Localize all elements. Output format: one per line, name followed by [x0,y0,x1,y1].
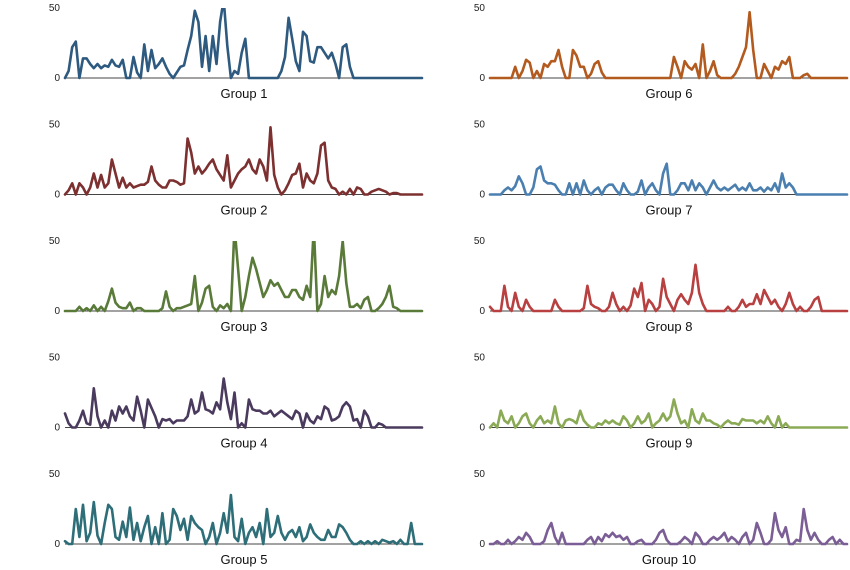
panel-group-1: 0 50 Group 1 [49,3,424,101]
panel-title: Group 7 [646,203,693,218]
panel-title: Group 3 [221,319,268,334]
series-line [488,507,849,546]
y-tick-label: 0 [54,306,60,317]
series-line [488,162,849,196]
series-line [63,241,424,313]
y-tick-label: 0 [479,539,485,550]
panel-group-3: 0 50 Group 3 [49,236,424,334]
panel-title: Group 8 [646,319,693,334]
y-tick-label: 0 [479,73,485,84]
y-tick-label: 50 [49,120,61,131]
series-line [488,398,849,429]
panel-group-2: 0 50 Group 2 [49,120,424,218]
y-tick-label: 50 [474,120,486,131]
y-tick-label: 50 [474,236,486,247]
y-tick-label: 0 [479,423,485,434]
panel-title: Group 6 [646,86,693,101]
y-tick-label: 50 [474,469,486,480]
panel-title: Group 2 [221,203,268,218]
series-line [63,377,424,429]
y-tick-label: 50 [474,3,486,14]
series-line [63,126,424,196]
panel-group-7: 0 50 Group 7 [474,120,849,218]
series-line [63,493,424,546]
panel-title: Group 5 [221,552,268,567]
series-line [63,8,424,80]
panel-title: Group 1 [221,86,268,101]
panel-title: Group 9 [646,436,693,451]
panel-group-9: 0 50 Group 9 [474,353,849,451]
y-tick-label: 50 [49,236,61,247]
series-line [488,10,849,80]
panel-title: Group 4 [221,436,268,451]
series-line [488,263,849,313]
y-tick-label: 50 [49,353,61,364]
panel-group-5: 0 50 Group 5 [49,469,424,567]
y-tick-label: 0 [54,423,60,434]
y-tick-label: 50 [49,3,61,14]
panel-group-8: 0 50 Group 8 [474,236,849,334]
panel-group-4: 0 50 Group 4 [49,353,424,451]
y-tick-label: 0 [54,539,60,550]
y-tick-label: 0 [479,190,485,201]
y-tick-label: 50 [49,469,61,480]
panel-title: Group 10 [642,552,696,567]
y-tick-label: 0 [54,190,60,201]
panel-group-6: 0 50 Group 6 [474,3,849,101]
y-tick-label: 0 [479,306,485,317]
y-tick-label: 50 [474,353,486,364]
y-tick-label: 0 [54,73,60,84]
panel-group-10: 0 50 Group 10 [474,469,849,567]
